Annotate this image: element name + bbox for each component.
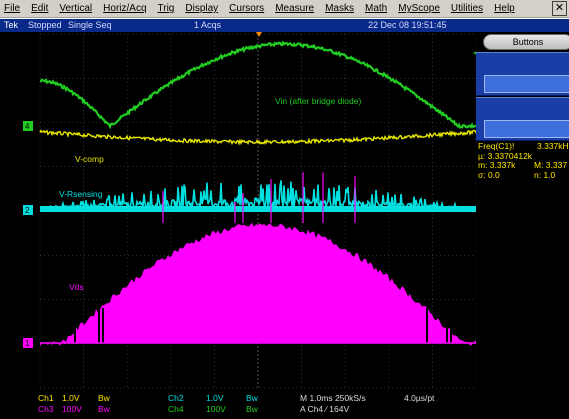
waveform-canvas: 4 2 1 — [23, 32, 476, 389]
status-bar: Tek Stopped Single Seq 1 Acqs 22 Dec 08 … — [0, 19, 569, 32]
menu-trig[interactable]: Trig — [157, 3, 175, 14]
acq-state: Stopped — [28, 20, 62, 30]
waveform-vrsensing-band — [40, 206, 476, 212]
waveform-vin — [39, 40, 476, 130]
meas-mean: µ: 3.3370412k — [478, 150, 533, 161]
waveform-label-vin: Vin (after bridge diode) — [275, 96, 362, 106]
side-control-2[interactable] — [476, 97, 569, 141]
meas-min: m: 3.337k — [478, 160, 516, 171]
ch1-marker-label: 1 — [25, 339, 30, 348]
ch1-label[interactable]: Ch1 — [38, 393, 54, 403]
ch2-bw: Bw — [246, 393, 258, 403]
menu-horiz-acq[interactable]: Horiz/Acq — [103, 3, 147, 14]
menu-utilities[interactable]: Utilities — [450, 3, 484, 14]
ch1-scale: 1.0V — [62, 393, 80, 403]
menu-vertical[interactable]: Vertical — [59, 3, 93, 14]
menu-file[interactable]: File — [4, 3, 21, 14]
meas-max: M: 3.337 — [534, 160, 568, 171]
ch4-bw: Bw — [246, 404, 258, 414]
measurement-panel: Freq(C1)! 3.337kHz µ: 3.3370412k m: 3.33… — [478, 141, 569, 180]
datetime: 22 Dec 08 19:51:45 — [368, 20, 447, 30]
brand-label: Tek — [4, 20, 19, 30]
menu-edit[interactable]: Edit — [31, 3, 49, 14]
meas-sigma: σ: 0.0 — [478, 169, 500, 180]
ch4-label[interactable]: Ch4 — [168, 404, 184, 414]
ch2-label[interactable]: Ch2 — [168, 393, 184, 403]
ch4-scale: 100V — [206, 404, 226, 414]
ch4-marker — [23, 121, 33, 131]
timebase-readout[interactable]: M 1.0ms 250kS/s — [300, 393, 366, 403]
ch3-scale: 100V — [62, 404, 82, 414]
menu-myscope[interactable]: MyScope — [398, 3, 440, 14]
ch3-label[interactable]: Ch3 — [38, 404, 54, 414]
menu-cursors[interactable]: Cursors — [229, 3, 265, 14]
trigger-position-marker — [256, 32, 262, 37]
menu-measure[interactable]: Measure — [275, 3, 315, 14]
side-control-1[interactable] — [476, 52, 569, 96]
trigger-readout[interactable]: A Ch4 ∕ 164V — [300, 404, 350, 414]
menu-help[interactable]: Help — [494, 3, 515, 14]
ch4-marker-label: 4 — [25, 122, 30, 131]
waveform-label-vds: Vds — [69, 282, 84, 292]
menu-math[interactable]: Math — [365, 3, 388, 14]
waveform-label-vcomp: V-comp — [75, 154, 104, 164]
waveform-vcomp — [39, 129, 476, 146]
scope-display[interactable]: 4 2 1 Vin (after bridge diode) V-comp V-Rs… — [0, 32, 476, 390]
meas-value: 3.337kHz — [537, 141, 569, 151]
sample-interval: 4.0µs/pt — [404, 393, 435, 403]
channel-readout: Ch1 1.0V Bw Ch2 1.0V Bw Ch3 100V Bw Ch4 … — [0, 390, 476, 419]
close-icon[interactable]: ✕ — [552, 1, 567, 16]
ch2-marker-label: 2 — [25, 206, 30, 215]
acq-count: 1 Acqs — [194, 20, 222, 30]
seq-mode: Single Seq — [68, 20, 112, 30]
meas-count: n: 1.0 — [534, 169, 556, 180]
menu-bar: File Edit Vertical Horiz/Acq Trig Displa… — [0, 0, 569, 18]
buttons-button[interactable]: Buttons — [483, 34, 569, 50]
ch2-marker — [23, 205, 33, 215]
trigger-level-marker — [473, 51, 476, 55]
ch2-scale: 1.0V — [206, 393, 224, 403]
waveform-vds — [40, 222, 476, 346]
ch3-bw: Bw — [98, 404, 110, 414]
ch1-marker — [23, 338, 33, 348]
menu-masks[interactable]: Masks — [325, 3, 354, 14]
waveform-label-vrsensing: V-Rsensing — [59, 189, 103, 199]
menu-display[interactable]: Display — [185, 3, 219, 14]
meas-title: Freq(C1)! — [478, 141, 515, 151]
ch1-bw: Bw — [98, 393, 110, 403]
side-panel — [476, 32, 569, 419]
